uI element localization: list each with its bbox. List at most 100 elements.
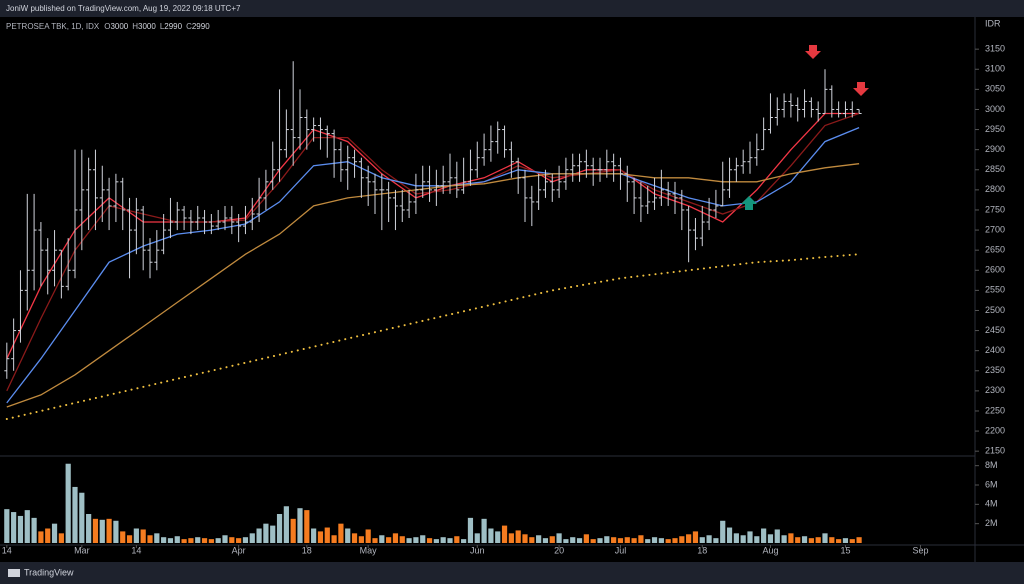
volume-bar bbox=[372, 538, 378, 543]
volume-bar bbox=[849, 539, 855, 543]
volume-bar bbox=[311, 528, 317, 543]
volume-bar bbox=[283, 506, 289, 543]
volume-bar bbox=[345, 528, 351, 543]
y-tick-label: 2300 bbox=[985, 385, 1005, 395]
volume-bar bbox=[126, 535, 133, 543]
volume-bar bbox=[542, 538, 549, 543]
volume-bar bbox=[686, 534, 692, 543]
volume-bar bbox=[331, 535, 337, 543]
volume-bar bbox=[454, 536, 460, 543]
volume-bar bbox=[229, 537, 235, 543]
x-tick-label: Mar bbox=[74, 545, 90, 555]
ohlc-label: C bbox=[186, 22, 192, 31]
y-tick-label: 2250 bbox=[985, 405, 1005, 415]
volume-bar bbox=[195, 537, 201, 543]
volume-bar bbox=[781, 535, 787, 543]
ohlc-value: 2990 bbox=[192, 22, 210, 31]
volume-bar bbox=[699, 537, 705, 543]
volume-bar bbox=[556, 533, 562, 543]
volume-bar bbox=[611, 537, 617, 543]
volume-bar bbox=[324, 527, 330, 543]
y-tick-label: 2700 bbox=[985, 224, 1005, 234]
volume-bar bbox=[208, 539, 214, 543]
x-tick-label: 14 bbox=[2, 545, 12, 555]
volume-bar bbox=[631, 538, 637, 543]
volume-bar bbox=[86, 514, 92, 543]
y-tick-label: 2150 bbox=[985, 446, 1005, 456]
volume-bar bbox=[140, 529, 146, 543]
volume-bar bbox=[679, 536, 685, 543]
ohlc-value: 2990 bbox=[164, 22, 182, 31]
down-arrow bbox=[853, 82, 869, 96]
volume-bar bbox=[154, 533, 160, 543]
x-tick-label: Jun bbox=[470, 545, 485, 555]
volume-bar bbox=[856, 537, 862, 543]
y-tick-label: 2550 bbox=[985, 285, 1005, 295]
volume-bar bbox=[72, 486, 78, 543]
volume-bar bbox=[624, 537, 630, 543]
volume-bar bbox=[24, 510, 30, 543]
volume-bar bbox=[45, 528, 51, 543]
volume-bar bbox=[440, 537, 446, 543]
volume-bar bbox=[529, 537, 535, 543]
volume-bar bbox=[276, 514, 283, 543]
y-tick-label: 2350 bbox=[985, 365, 1005, 375]
symbol: PETROSEA TBK, 1D, IDX bbox=[6, 22, 100, 31]
volume-bar bbox=[522, 534, 528, 543]
volume-bar bbox=[508, 533, 514, 543]
x-tick-label: 18 bbox=[697, 545, 707, 555]
volume-bar bbox=[536, 535, 542, 543]
volume-bar bbox=[515, 530, 521, 543]
volume-bar bbox=[242, 537, 249, 543]
volume-bar bbox=[433, 539, 439, 543]
volume-bar bbox=[17, 515, 24, 543]
x-tick-label: 15 bbox=[840, 545, 850, 555]
y-tick-label: 2400 bbox=[985, 345, 1005, 355]
y-tick-label: 2850 bbox=[985, 164, 1005, 174]
ohlc-value: 3000 bbox=[110, 22, 128, 31]
volume-bar bbox=[836, 539, 842, 543]
marks: 2150 2200 2250 2300 2350 2400 2450 2500 2550 2600… bbox=[2, 44, 1005, 556]
x-tick-label: 18 bbox=[302, 545, 312, 555]
volume-bar bbox=[181, 539, 187, 543]
volume-tick-label: 2M bbox=[985, 518, 998, 528]
volume-bar bbox=[167, 538, 174, 543]
ohlc-value: 3000 bbox=[138, 22, 156, 31]
header-bar bbox=[0, 0, 1024, 17]
volume-bar bbox=[99, 519, 105, 543]
volume-bar bbox=[11, 512, 17, 543]
volume-bar bbox=[413, 537, 419, 543]
footer-brand: TradingView bbox=[24, 567, 74, 577]
x-tick-label: May bbox=[360, 545, 378, 555]
up-arrow bbox=[741, 196, 757, 210]
volume-bar bbox=[31, 517, 37, 543]
volume-bar bbox=[604, 536, 610, 543]
volume-bar bbox=[822, 533, 828, 543]
volume-bar bbox=[747, 531, 753, 543]
volume-bar bbox=[501, 525, 508, 543]
volume-tick-label: 8M bbox=[985, 460, 998, 470]
volume-bar bbox=[795, 537, 801, 543]
volume-bar bbox=[590, 539, 596, 543]
volume-bar bbox=[774, 529, 780, 543]
y-tick-label: 2500 bbox=[985, 305, 1005, 315]
volume-bar bbox=[386, 537, 392, 543]
volume-bar bbox=[92, 518, 99, 543]
y-tick-label: 2650 bbox=[985, 245, 1005, 255]
volume-bar bbox=[549, 536, 555, 543]
volume-bar bbox=[65, 463, 71, 543]
moving-average bbox=[5, 253, 861, 420]
volume-bar bbox=[713, 538, 719, 543]
volume-bar bbox=[38, 531, 44, 543]
volume-bar bbox=[236, 538, 242, 543]
x-tick-label: Sep bbox=[912, 545, 928, 555]
volume-bar bbox=[317, 531, 324, 543]
volume-bar bbox=[754, 536, 760, 543]
plot-background bbox=[0, 17, 1024, 562]
volume-bar bbox=[488, 528, 494, 543]
y-tick-label: 2600 bbox=[985, 265, 1005, 275]
volume-bar bbox=[174, 536, 180, 543]
moving-average bbox=[6, 163, 860, 408]
volume-bar bbox=[658, 538, 664, 543]
volume-bar bbox=[392, 533, 399, 543]
